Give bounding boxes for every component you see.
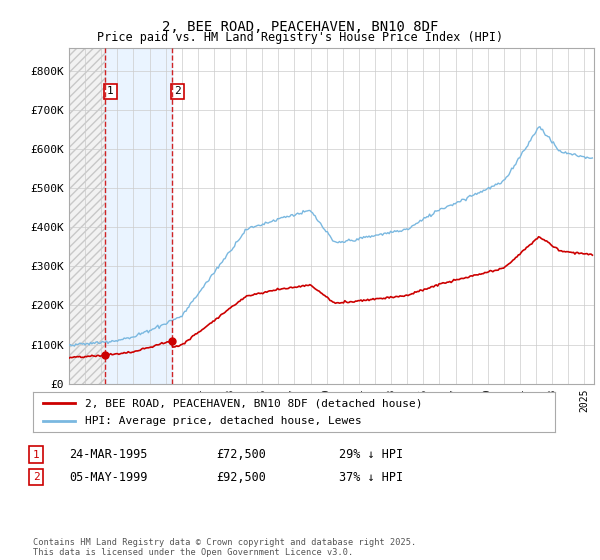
Text: 24-MAR-1995: 24-MAR-1995 [69,448,148,461]
Text: 2, BEE ROAD, PEACEHAVEN, BN10 8DF (detached house): 2, BEE ROAD, PEACEHAVEN, BN10 8DF (detac… [85,398,422,408]
Text: HPI: Average price, detached house, Lewes: HPI: Average price, detached house, Lewe… [85,416,362,426]
Text: 2: 2 [32,472,40,482]
Text: £92,500: £92,500 [216,470,266,484]
Text: 1: 1 [107,86,114,96]
Text: 2: 2 [174,86,181,96]
Bar [69,48,105,384]
Text: 37% ↓ HPI: 37% ↓ HPI [339,470,403,484]
Bar [69,48,105,384]
Text: Price paid vs. HM Land Registry's House Price Index (HPI): Price paid vs. HM Land Registry's House … [97,31,503,44]
Text: £72,500: £72,500 [216,448,266,461]
Text: 2, BEE ROAD, PEACEHAVEN, BN10 8DF: 2, BEE ROAD, PEACEHAVEN, BN10 8DF [162,20,438,34]
Text: 29% ↓ HPI: 29% ↓ HPI [339,448,403,461]
Text: 05-MAY-1999: 05-MAY-1999 [69,470,148,484]
Text: Contains HM Land Registry data © Crown copyright and database right 2025.
This d: Contains HM Land Registry data © Crown c… [33,538,416,557]
Text: 1: 1 [32,450,40,460]
